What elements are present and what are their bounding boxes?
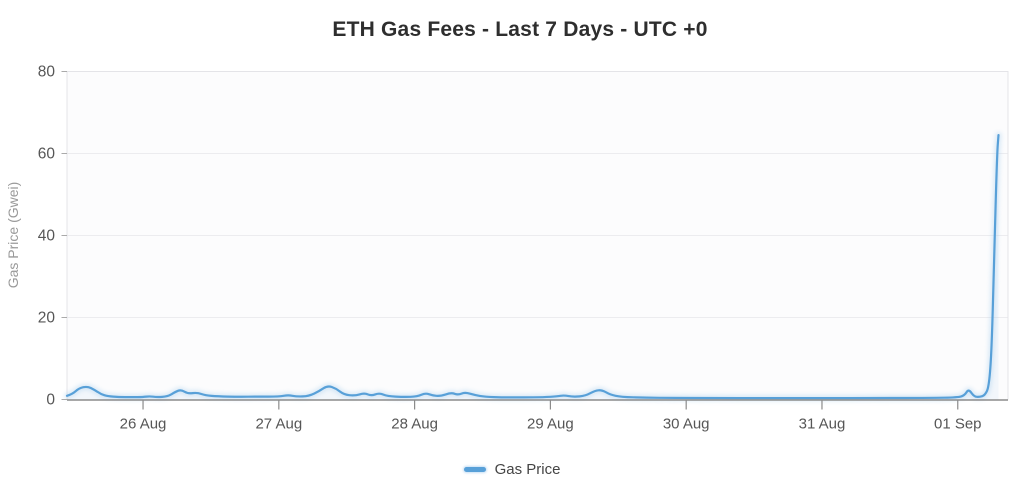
x-tick-label: 29 Aug: [527, 416, 574, 433]
y-tick-label: 80: [38, 64, 56, 81]
x-tick-label: 30 Aug: [663, 416, 710, 433]
x-tick-label: 31 Aug: [799, 416, 846, 433]
y-axis-label: Gas Price (Gwei): [5, 182, 21, 289]
chart-title: ETH Gas Fees - Last 7 Days - UTC +0: [332, 18, 708, 41]
x-tick-label: 28 Aug: [391, 416, 438, 433]
x-tick-label: 26 Aug: [120, 416, 167, 433]
y-tick-label: 0: [46, 392, 55, 409]
legend-label: Gas Price: [494, 460, 561, 478]
gas-price-line: [65, 134, 1000, 400]
y-tick-label: 20: [38, 310, 56, 327]
y-tick-label: 40: [38, 228, 56, 245]
x-tick-label: 01 Sep: [934, 416, 982, 433]
x-tick-label: 27 Aug: [255, 416, 302, 433]
legend-item-gas-price[interactable]: Gas Price: [0, 457, 1024, 481]
y-tick-label: 60: [38, 146, 56, 163]
legend-line-marker: [463, 466, 486, 472]
